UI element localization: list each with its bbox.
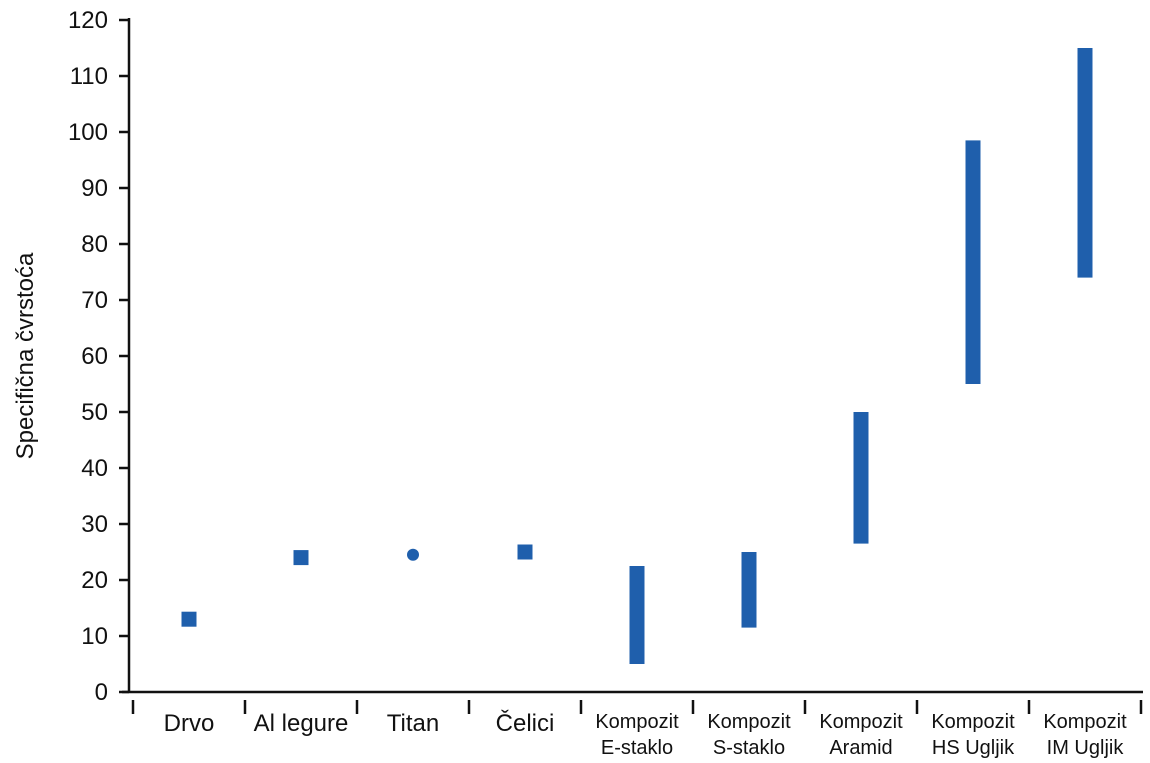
x-category-label-line: Kompozit bbox=[931, 711, 1015, 733]
y-tick-label: 110 bbox=[70, 63, 108, 90]
y-tick-label: 40 bbox=[81, 455, 108, 482]
range-bar bbox=[1077, 48, 1093, 278]
x-category-label-line: HS Ugljik bbox=[932, 737, 1015, 759]
x-category-label-line: E-staklo bbox=[601, 737, 673, 759]
x-category-label-line: Kompozit bbox=[1043, 711, 1127, 733]
y-tick-label: 30 bbox=[81, 511, 108, 538]
x-category-label-line: IM Ugljik bbox=[1047, 737, 1125, 759]
x-category-label: Titan bbox=[387, 710, 439, 737]
x-category-label: Kompozit IM Ugljik bbox=[1043, 711, 1127, 759]
x-category-label: Čelici bbox=[496, 709, 555, 737]
x-category-label-line: Al legure bbox=[254, 710, 349, 737]
x-category-label: Drvo bbox=[164, 710, 215, 737]
y-tick-label: 60 bbox=[81, 343, 108, 370]
range-bar bbox=[629, 566, 645, 664]
data-point-circle bbox=[407, 548, 419, 561]
data-point-square bbox=[181, 611, 197, 627]
x-category-label-line: Kompozit bbox=[819, 711, 903, 733]
range-bar bbox=[741, 552, 757, 628]
y-tick-label: 0 bbox=[95, 679, 108, 706]
y-axis-label: Specifična čvrstoća bbox=[12, 252, 39, 459]
range-bar bbox=[853, 412, 869, 544]
y-tick-label: 10 bbox=[81, 623, 108, 650]
x-categories: Drvo Al legure Titan Čelici Kompozit E-staklo… bbox=[131, 700, 1143, 759]
x-category-label: Al legure bbox=[254, 710, 349, 737]
y-tick-label: 50 bbox=[81, 399, 108, 426]
y-tick-label: 80 bbox=[81, 231, 108, 258]
x-category-label: Kompozit Aramid bbox=[819, 711, 903, 759]
data-point-square bbox=[517, 544, 533, 560]
x-category-label-line: Titan bbox=[387, 710, 439, 737]
x-category-label-line: Kompozit bbox=[707, 711, 791, 733]
data-point-square bbox=[293, 550, 309, 566]
y-tick-label: 70 bbox=[81, 287, 108, 314]
x-category-label-line: S-staklo bbox=[713, 737, 785, 759]
x-category-label-line: Aramid bbox=[829, 737, 892, 759]
x-category-label: Kompozit E-staklo bbox=[595, 711, 679, 759]
y-tick-label: 100 bbox=[68, 119, 108, 146]
y-tick-label: 120 bbox=[68, 7, 108, 34]
x-category-label: Kompozit S-staklo bbox=[707, 711, 791, 759]
y-tick-label: 20 bbox=[81, 567, 108, 594]
x-category-label: Kompozit HS Ugljik bbox=[931, 711, 1015, 759]
y-tick-label: 90 bbox=[81, 175, 108, 202]
x-category-label-line: Kompozit bbox=[595, 711, 679, 733]
data-marks bbox=[181, 48, 1093, 664]
y-ticks: 0 10 20 30 40 50 60 70 80 90 100 110 120 bbox=[68, 7, 129, 706]
x-category-label-line: Drvo bbox=[164, 710, 215, 737]
range-bar bbox=[965, 140, 981, 384]
x-category-label-line: Čelici bbox=[496, 709, 555, 737]
